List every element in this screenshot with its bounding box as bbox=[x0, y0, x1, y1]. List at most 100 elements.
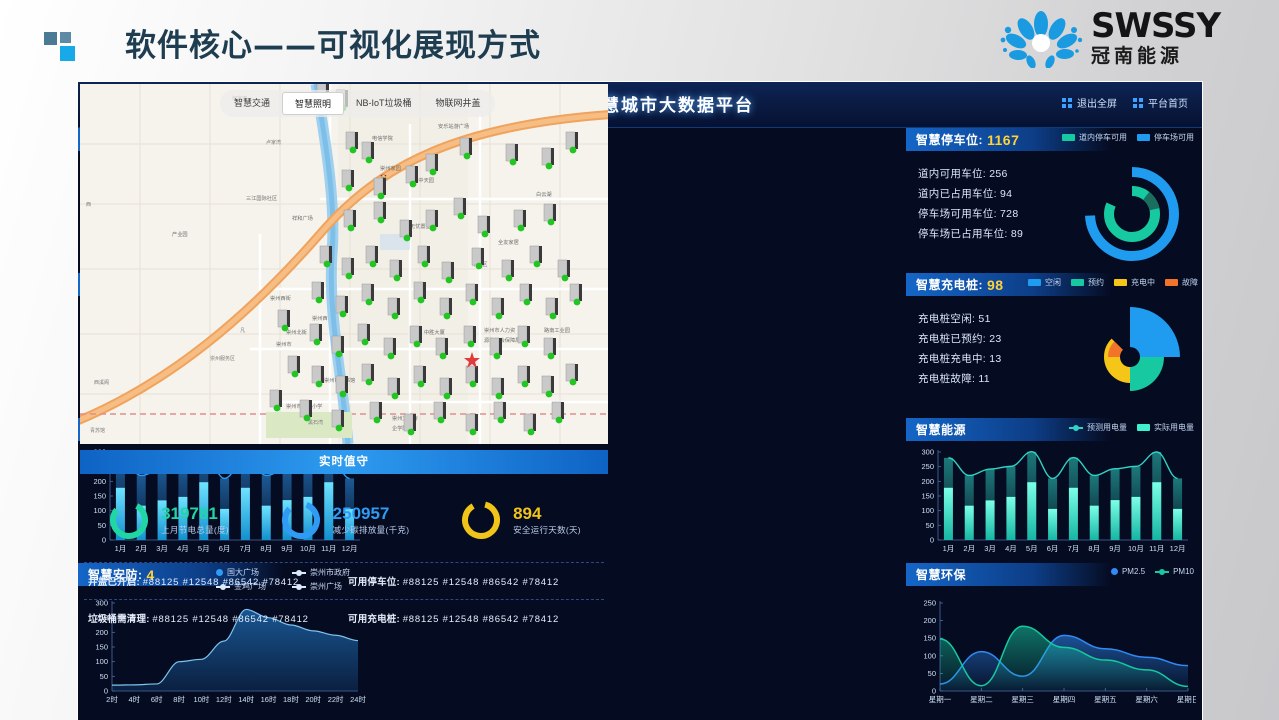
kpi-value: 894 bbox=[513, 504, 542, 523]
svg-text:12月: 12月 bbox=[1170, 544, 1186, 553]
svg-text:100: 100 bbox=[93, 506, 106, 515]
legend-item[interactable]: 空闲 bbox=[1028, 277, 1061, 288]
svg-text:0: 0 bbox=[102, 536, 106, 545]
svg-text:青苏馆: 青苏馆 bbox=[90, 427, 105, 434]
svg-text:150: 150 bbox=[923, 634, 936, 643]
environment-legend: PM2.5 PM10 bbox=[1110, 567, 1194, 576]
legend-item[interactable]: 预测用电量 bbox=[1069, 422, 1127, 433]
grid-home-icon bbox=[1133, 97, 1143, 108]
slide-header: 软件核心——可视化展现方式 SWSSY 冠南能源 bbox=[0, 0, 1279, 78]
map-tab-manhole[interactable]: 物联网井盖 bbox=[435, 98, 481, 108]
svg-text:12月: 12月 bbox=[342, 544, 358, 553]
ticker-parking-available[interactable]: 可用停车位: #88125 #12548 #86542 #78412 bbox=[344, 563, 604, 599]
svg-text:6月: 6月 bbox=[219, 544, 231, 553]
svg-text:中胜大厦: 中胜大厦 bbox=[424, 328, 445, 336]
svg-text:路南工业园: 路南工业园 bbox=[544, 326, 570, 334]
svg-text:20时: 20时 bbox=[305, 694, 321, 704]
ticker-charging-available[interactable]: 可用充电桩: #88125 #12548 #86542 #78412 bbox=[344, 600, 604, 636]
svg-text:200: 200 bbox=[95, 628, 108, 637]
kpi-safe-days: 894 安全运行天数(天) bbox=[432, 482, 608, 558]
legend-item[interactable]: 道内停车可用 bbox=[1062, 132, 1127, 143]
map-tab-lighting[interactable]: 智慧照明 bbox=[282, 92, 345, 115]
svg-text:电信学院: 电信学院 bbox=[372, 134, 394, 142]
legend-label: 实际用电量 bbox=[1154, 423, 1194, 432]
svg-text:7月: 7月 bbox=[1068, 544, 1080, 553]
svg-text:1月: 1月 bbox=[115, 544, 127, 553]
dashboard-window: 成都 空气质量 优 今天(周五) 18~26℃ 小雨 崇州市智慧城市大数据平台 … bbox=[78, 82, 1202, 720]
topbar-actions: 退出全屏 平台首页 bbox=[1062, 95, 1188, 110]
legend-label: 国大广场 bbox=[227, 568, 259, 577]
svg-text:企学院: 企学院 bbox=[392, 424, 408, 432]
ticker-ids: #88125 #12548 #86542 #78412 bbox=[142, 577, 300, 588]
platform-home-button[interactable]: 平台首页 bbox=[1133, 95, 1188, 110]
water-drop-burst-logo-icon bbox=[1000, 11, 1083, 68]
ticker-list: 井盖已开启: #88125 #12548 #86542 #78412 可用停车位… bbox=[84, 562, 604, 636]
charging-legend: 空闲 预约 充电中 故障 bbox=[1028, 277, 1198, 288]
svg-text:0: 0 bbox=[930, 536, 934, 545]
svg-text:200: 200 bbox=[923, 616, 936, 625]
security-area-chart: 0 50 100 150 200 250 300 2时 4时 6时 8时 10时 12时 14时 16时 18… bbox=[95, 599, 366, 705]
legend-label: 崇州广场 bbox=[310, 582, 342, 591]
charging-title: 智慧充电桩: bbox=[916, 278, 983, 292]
company-logo: SWSSY 冠南能源 bbox=[995, 4, 1255, 72]
parking-legend: 道内停车可用 停车场可用 bbox=[1062, 132, 1194, 143]
svg-text:星期三: 星期三 bbox=[1011, 695, 1033, 704]
svg-text:16时: 16时 bbox=[261, 694, 277, 704]
svg-text:崇州西: 崇州西 bbox=[312, 315, 328, 322]
kpi-label: 安全运行天数(天) bbox=[513, 525, 581, 535]
panel-header-charging: 智慧充电桩: 98 bbox=[906, 273, 1112, 296]
svg-text:星期六: 星期六 bbox=[1135, 694, 1158, 704]
legend-item[interactable]: 故障 bbox=[1165, 277, 1198, 288]
parking-donut-chart bbox=[1085, 167, 1179, 261]
legend-label: 道内停车可用 bbox=[1079, 133, 1127, 142]
legend-item[interactable]: 预约 bbox=[1071, 277, 1104, 288]
stat-line: 充电桩已预约: 23 bbox=[918, 333, 1002, 345]
svg-text:9月: 9月 bbox=[281, 544, 293, 553]
exit-fullscreen-button[interactable]: 退出全屏 bbox=[1062, 95, 1117, 110]
svg-text:150: 150 bbox=[95, 643, 108, 652]
ticker-ids: #88125 #12548 #86542 #78412 bbox=[152, 614, 309, 625]
legend-item[interactable]: PM10 bbox=[1155, 567, 1194, 576]
divider bbox=[84, 562, 604, 563]
security-legend: 国大广场 崇州市政府 金鸡广场 崇州广场 bbox=[216, 567, 366, 592]
map-tab-traffic[interactable]: 智慧交通 bbox=[234, 98, 271, 108]
kpi-ring-icon bbox=[110, 501, 149, 539]
stat-line: 停车场已占用车位: 89 bbox=[918, 228, 1024, 240]
legend-item[interactable]: 国大广场 bbox=[216, 567, 282, 578]
legend-item[interactable]: 实际用电量 bbox=[1137, 422, 1194, 433]
svg-text:星期五: 星期五 bbox=[1094, 695, 1117, 704]
security-count: 4 bbox=[146, 566, 155, 583]
panel-smart-charging: 智慧充电桩: 98 空闲 预约 充电中 故障 充电桩空闲: 51 充电桩已预约:… bbox=[906, 273, 1202, 418]
panel-header-environment: 智慧环保 bbox=[906, 563, 1112, 586]
map-tab-bins[interactable]: NB-IoT垃圾桶 bbox=[356, 98, 412, 108]
ticker-ids: #88125 #12548 #86542 #78412 bbox=[402, 577, 560, 588]
svg-text:1月: 1月 bbox=[943, 544, 955, 553]
page-title: 软件核心——可视化展现方式 bbox=[125, 28, 541, 64]
charging-stats: 充电桩空闲: 51 充电桩已预约: 23 充电桩充电中: 13 充电桩故障: 1… bbox=[918, 309, 1002, 389]
energy-legend: 预测用电量 实际用电量 bbox=[1069, 422, 1194, 433]
svg-text:10时: 10时 bbox=[194, 694, 210, 704]
legend-item[interactable]: 停车场可用 bbox=[1137, 132, 1194, 143]
svg-text:无忧置业区: 无忧置业区 bbox=[410, 222, 436, 230]
svg-text:崇州北街: 崇州北街 bbox=[286, 328, 307, 336]
legend-item[interactable]: 金鸡广场 bbox=[216, 581, 282, 592]
ticker-bins-need-cleaning[interactable]: 垃圾桶需清理: #88125 #12548 #86542 #78412 bbox=[84, 600, 344, 636]
legend-item[interactable]: 崇州市政府 bbox=[292, 567, 366, 578]
svg-text:250: 250 bbox=[923, 599, 936, 608]
legend-item[interactable]: 充电中 bbox=[1114, 277, 1155, 288]
legend-label: 充电中 bbox=[1131, 278, 1155, 287]
svg-text:5月: 5月 bbox=[198, 544, 210, 553]
svg-text:8月: 8月 bbox=[1088, 544, 1100, 553]
legend-item[interactable]: PM2.5 bbox=[1110, 567, 1145, 576]
ticker-label: 可用充电桩: bbox=[348, 614, 400, 625]
svg-text:8月: 8月 bbox=[260, 544, 272, 553]
svg-text:200: 200 bbox=[921, 477, 934, 486]
ticker-manhole-open[interactable]: 井盖已开启: #88125 #12548 #86542 #78412 bbox=[84, 563, 344, 599]
legend-item[interactable]: 崇州广场 bbox=[292, 581, 366, 592]
environment-line-chart: 0 50 100 150 200 250 星期一 星期二 星期三 星期四 星期五 星期六 星期日 bbox=[923, 599, 1196, 705]
svg-text:14时: 14时 bbox=[238, 694, 254, 704]
svg-text:崇州家园: 崇州家园 bbox=[380, 164, 401, 172]
svg-text:11月: 11月 bbox=[1149, 544, 1164, 553]
